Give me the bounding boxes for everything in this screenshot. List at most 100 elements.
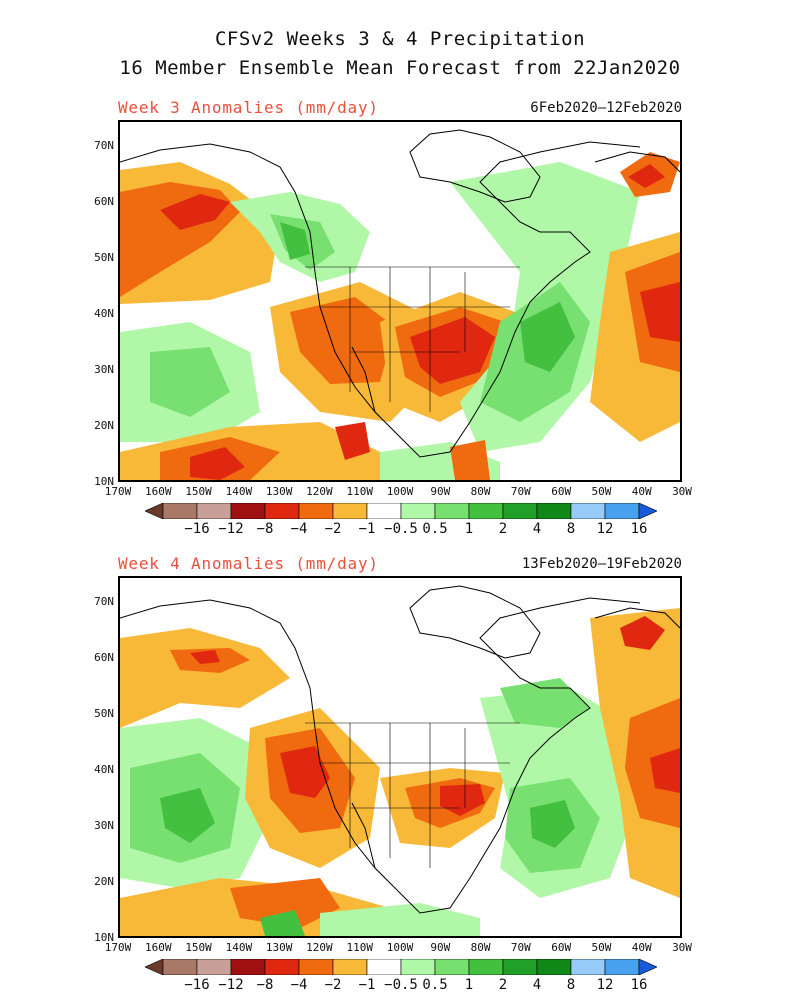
panel-week4-dates: 13Feb2020–19Feb2020 — [521, 556, 682, 572]
week3-colorbar-label: −4 — [290, 521, 308, 537]
week4-lon-label: 110W — [346, 941, 373, 954]
week4-lat-label: 30N — [94, 819, 114, 832]
week3-colorbar-segment — [366, 503, 402, 519]
week3-lat-label: 20N — [94, 419, 114, 432]
week4-lon-label: 40W — [631, 941, 652, 954]
week3-lon-label: 50W — [591, 485, 612, 498]
week3-map-canvas — [120, 129, 680, 480]
week4-lat-label: 10N — [94, 931, 114, 944]
week4-colorbar-low-end — [145, 959, 164, 975]
week3-wet-subpac-mod — [150, 347, 230, 417]
week4-colorbar-high-end — [638, 959, 657, 975]
week3-colorbar-label: −8 — [256, 521, 274, 537]
week3-wet-pnw-strong — [280, 222, 310, 260]
week3-lon-label: 30W — [672, 485, 692, 498]
week4-colorbar-segment — [230, 959, 266, 975]
week4-colorbar-segment — [502, 959, 538, 975]
week3-lon-label: 90W — [430, 485, 451, 498]
week3-lon-label: 120W — [306, 485, 333, 498]
week3-colorbar-label: 8 — [566, 521, 576, 537]
week3-dry-alaska-strong — [160, 194, 230, 230]
week3-dry-caribbean-mod — [450, 440, 490, 480]
week4-colorbar — [145, 959, 657, 975]
week4-colorbar-segment — [298, 959, 334, 975]
week3-lat-label: 30N — [94, 363, 114, 376]
week3-colorbar-label: 2 — [498, 521, 508, 537]
week4-wet-atl-strong — [530, 800, 575, 848]
week3-colorbar-segment — [570, 503, 606, 519]
week3-colorbar-segment — [434, 503, 470, 519]
week3-map — [118, 120, 682, 482]
week4-colorbar-segment — [366, 959, 402, 975]
chart-title-line1: CFSv2 Weeks 3 & 4 Precipitation — [214, 28, 586, 50]
week4-dry-greenland-strong — [620, 616, 665, 650]
week3-colorbar-segment — [162, 503, 198, 519]
week4-lon-label: 30W — [672, 941, 692, 954]
week4-lon-label: 130W — [265, 941, 293, 954]
week4-wet-trop-mod — [260, 910, 305, 936]
week4-colorbar-label: −12 — [218, 977, 244, 993]
panel-week3-dates: 6Feb2020–12Feb2020 — [530, 100, 682, 116]
week4-lon-label: 140W — [225, 941, 253, 954]
week4-colorbar-label: 0.5 — [422, 977, 448, 993]
week4-colorbar-label: −0.5 — [384, 977, 418, 993]
week3-lon-label: 160W — [145, 485, 172, 498]
week4-colorbar-segment — [264, 959, 300, 975]
week3-colorbar-label: −16 — [184, 521, 210, 537]
week4-colorbar-segment — [400, 959, 436, 975]
week4-lon-label: 150W — [185, 941, 212, 954]
week4-wet-trop-weak — [320, 903, 480, 936]
week3-lon-label: 70W — [510, 485, 531, 498]
week4-colorbar-segment — [162, 959, 198, 975]
week3-lon-label: 100W — [386, 485, 414, 498]
week4-colorbar-label: 4 — [532, 977, 542, 993]
week4-colorbar-label: −1 — [358, 977, 376, 993]
week3-lon-label: 130W — [265, 485, 293, 498]
week4-lat-label: 70N — [94, 595, 114, 608]
week3-dry-greenland-strong — [628, 164, 665, 188]
week3-dry-west-mod — [290, 297, 395, 384]
week3-state-lines — [305, 266, 520, 412]
week3-colorbar — [145, 503, 657, 519]
week3-coastlines — [120, 129, 680, 458]
week3-colorbar-segment — [400, 503, 436, 519]
week3-lon-label: 40W — [631, 485, 652, 498]
week4-lon-label: 100W — [386, 941, 414, 954]
week3-colorbar-low-end — [145, 503, 164, 519]
week4-lon-label: 160W — [145, 941, 172, 954]
week3-colorbar-label: −2 — [324, 521, 342, 537]
week3-colorbar-segment — [230, 503, 266, 519]
week4-lon-label: 50W — [591, 941, 612, 954]
week3-lon-label: 60W — [551, 485, 572, 498]
week4-colorbar-label: −16 — [184, 977, 210, 993]
week4-lon-label: 90W — [430, 941, 451, 954]
week3-lat-label: 60N — [94, 195, 114, 208]
week3-colorbar-label: −0.5 — [384, 521, 418, 537]
week3-anomaly-shading — [120, 152, 680, 480]
week3-colorbar-label: 12 — [596, 521, 614, 537]
week3-lon-label: 140W — [225, 485, 253, 498]
week3-lon-label: 150W — [185, 485, 212, 498]
week3-colorbar-segment — [604, 503, 640, 519]
week4-state-lines — [305, 722, 520, 868]
week3-colorbar-high-end — [638, 503, 657, 519]
week4-lon-label: 170W — [104, 941, 132, 954]
week3-colorbar-segment — [264, 503, 300, 519]
week4-colorbar-label: 12 — [596, 977, 614, 993]
panel-week4-title: Week 4 Anomalies (mm/day) — [118, 554, 379, 573]
week4-lon-label: 80W — [470, 941, 491, 954]
week4-map — [118, 576, 682, 938]
week4-dry-trop-mod — [230, 878, 340, 928]
week3-colorbar-label: 4 — [532, 521, 542, 537]
week4-anomaly-shading — [120, 608, 680, 936]
week3-colorbar-segment — [468, 503, 504, 519]
week4-dry-alaska-weak — [120, 628, 290, 728]
week4-lat-label: 60N — [94, 651, 114, 664]
week4-coastlines — [120, 585, 680, 914]
week4-colorbar-label: 16 — [630, 977, 648, 993]
week4-lon-label: 70W — [510, 941, 531, 954]
week3-dry-trop-strong — [190, 447, 245, 480]
week3-dry-se-strong — [410, 317, 495, 384]
week4-wet-ne-weak — [500, 678, 590, 728]
week3-colorbar-label: −1 — [358, 521, 376, 537]
